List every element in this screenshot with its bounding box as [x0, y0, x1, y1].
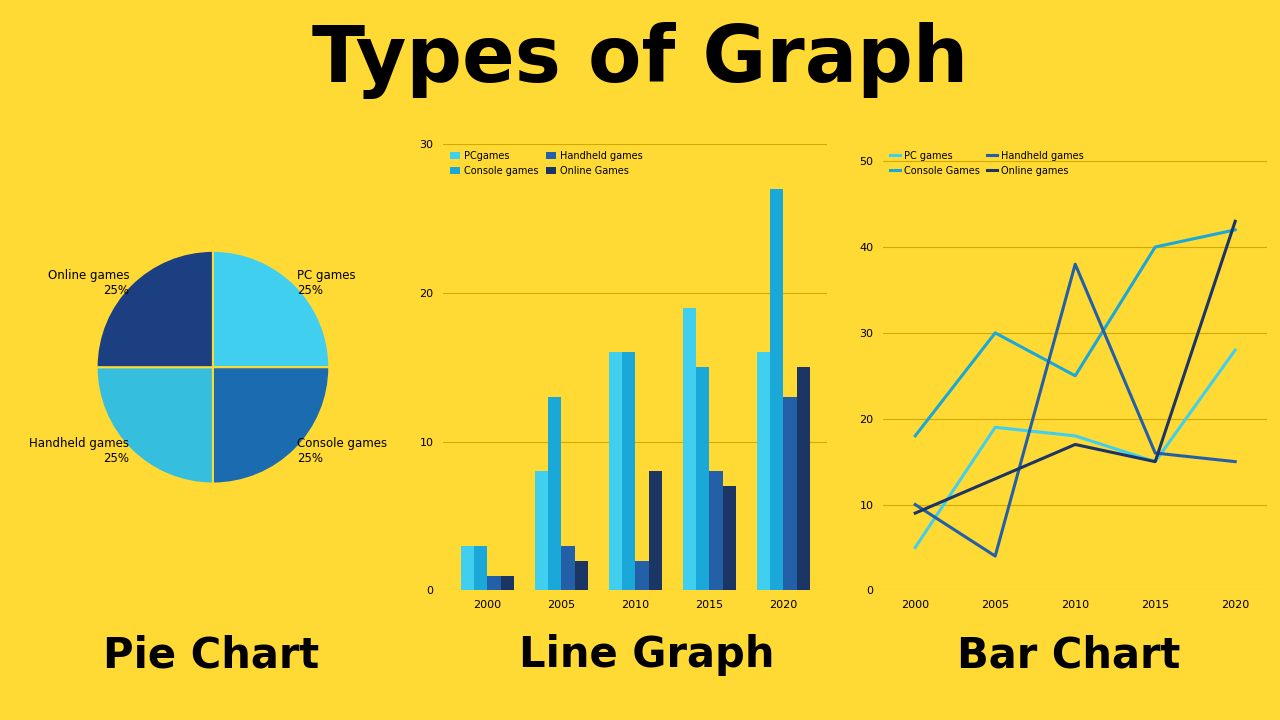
Online games — [1068, 440, 1083, 449]
Wedge shape — [212, 367, 329, 484]
Online games — [1228, 217, 1243, 225]
Bar — [562, 546, 575, 590]
Line: PC games: PC games — [915, 350, 1235, 547]
Text: Console games
25%: Console games 25% — [297, 437, 387, 465]
Text: Pie Chart: Pie Chart — [104, 634, 319, 676]
Line: Handheld games: Handheld games — [915, 264, 1235, 556]
Bar — [461, 546, 474, 590]
Text: PC games
25%: PC games 25% — [297, 269, 356, 297]
Online games — [908, 509, 923, 518]
Bar — [474, 546, 488, 590]
Line: Console Games: Console Games — [915, 230, 1235, 436]
Text: Online games
25%: Online games 25% — [47, 269, 129, 297]
Console Games — [1228, 225, 1243, 234]
PC games — [1228, 346, 1243, 354]
Wedge shape — [96, 367, 212, 484]
Bar — [548, 397, 562, 590]
PC games — [908, 543, 923, 552]
Bar — [696, 367, 709, 590]
Bar — [622, 352, 635, 590]
Console Games — [1147, 243, 1162, 251]
Handheld games — [1147, 449, 1162, 457]
Legend: PC games, Console Games, Handheld games, Online games: PC games, Console Games, Handheld games,… — [888, 149, 1085, 178]
Bar — [635, 561, 649, 590]
Text: Handheld games
25%: Handheld games 25% — [29, 437, 129, 465]
Text: Bar Chart: Bar Chart — [957, 634, 1180, 676]
Handheld games — [1068, 260, 1083, 269]
PC games — [987, 423, 1002, 431]
Bar — [783, 397, 796, 590]
Wedge shape — [96, 251, 212, 367]
Bar — [488, 575, 500, 590]
Console Games — [908, 431, 923, 440]
PC games — [1068, 431, 1083, 440]
Bar — [500, 575, 515, 590]
Bar — [709, 472, 723, 590]
Line: Online games: Online games — [915, 221, 1235, 513]
Bar — [796, 367, 810, 590]
Online games — [987, 474, 1002, 483]
Console Games — [987, 328, 1002, 337]
Wedge shape — [212, 251, 329, 367]
Bar — [649, 472, 662, 590]
Bar — [575, 561, 588, 590]
Text: Line Graph: Line Graph — [518, 634, 774, 676]
Bar — [609, 352, 622, 590]
Console Games — [1068, 372, 1083, 380]
Bar — [756, 352, 771, 590]
Text: Types of Graph: Types of Graph — [312, 22, 968, 99]
Handheld games — [908, 500, 923, 509]
PC games — [1147, 457, 1162, 466]
Handheld games — [987, 552, 1002, 560]
Handheld games — [1228, 457, 1243, 466]
Legend: PCgames, Console games, Handheld games, Online Games: PCgames, Console games, Handheld games, … — [448, 149, 644, 178]
Online games — [1147, 457, 1162, 466]
Bar — [723, 486, 736, 590]
Bar — [535, 472, 548, 590]
Bar — [682, 307, 696, 590]
Bar — [771, 189, 783, 590]
